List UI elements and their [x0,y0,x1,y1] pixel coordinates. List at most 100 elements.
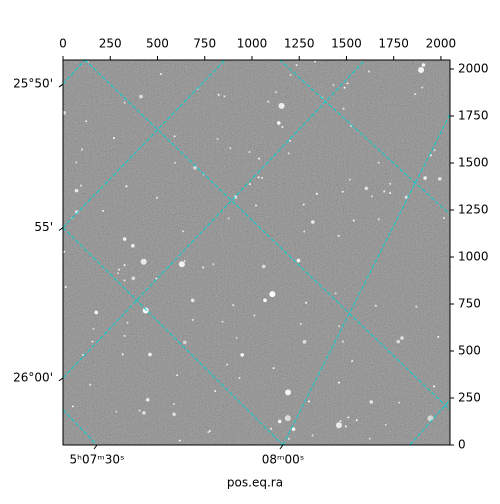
star [212,263,215,266]
star [248,183,251,186]
grid [63,60,450,445]
star [311,220,315,224]
dec-tick-label: 25°50' [13,77,53,91]
star [64,285,67,288]
star [207,431,210,434]
star [269,291,276,298]
star [291,427,296,431]
star [352,219,355,222]
star [377,161,380,164]
star [423,176,427,180]
star [142,411,146,415]
y-tick-label: 1000 [458,250,489,264]
star [115,410,118,413]
star [368,437,371,440]
star [118,268,121,271]
ra-tick-label: 5ʰ07ᵐ30ˢ [70,453,125,467]
star [377,218,380,221]
star [370,195,373,198]
grid-line [63,227,284,445]
ra-tick [93,444,98,450]
frame [62,59,451,446]
star [131,276,136,281]
star [270,427,273,430]
star [155,196,158,199]
star [81,353,84,356]
star [253,314,256,317]
star [235,336,238,339]
grid-line [279,60,450,215]
star [174,161,177,164]
y-tick-label: 2000 [458,62,489,76]
star [284,415,291,422]
star [125,185,128,188]
star [80,184,83,187]
star [94,310,99,315]
star [91,340,94,343]
grid-line [84,60,450,411]
star [221,320,224,323]
y-tick-label: 1250 [458,203,489,217]
star [140,258,147,265]
star [335,422,342,429]
x-tick-label: 750 [193,37,216,51]
x-tick-label: 250 [99,37,122,51]
star [145,397,150,402]
star [341,190,344,193]
star [303,230,306,233]
star [74,188,79,193]
star [261,176,264,179]
star [263,298,267,303]
star [389,182,392,185]
x-tick-label: 1500 [331,37,362,51]
dec-tick [58,377,64,382]
star [208,429,211,432]
star [183,260,186,263]
star [400,336,404,340]
stars [63,60,445,442]
star [257,176,260,179]
star [305,301,308,304]
star [216,137,219,140]
star [421,63,426,67]
x-tick-label: 500 [146,37,169,51]
star [275,91,278,94]
grid-line [63,60,86,85]
star [71,405,74,408]
star [126,321,129,324]
y-tick-label: 250 [458,391,481,405]
star [427,415,434,422]
star [313,60,316,63]
star [178,261,185,268]
star [193,165,197,170]
star [190,298,195,303]
star [81,148,84,151]
star [421,86,424,89]
star [75,161,78,164]
star [123,264,126,267]
star [123,279,126,282]
star [181,230,184,233]
star [384,423,387,426]
star [238,377,241,380]
star [214,390,217,393]
dec-tick [58,227,64,231]
star [346,82,349,85]
star [433,385,436,388]
grid-line [409,399,450,445]
star [348,178,351,181]
star [278,102,285,109]
star [232,304,235,307]
star [172,403,175,406]
star [398,401,401,404]
star [355,419,358,422]
star [178,439,181,442]
x-tick-label: 1000 [237,37,268,51]
star [437,177,442,181]
star [307,400,310,403]
star [311,434,314,437]
star [131,244,135,248]
star [148,352,152,357]
star [433,149,436,152]
star [299,322,302,325]
